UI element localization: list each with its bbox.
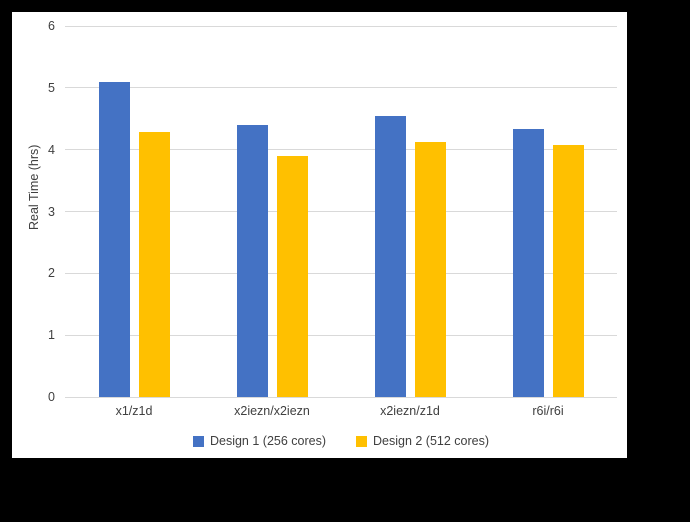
gridline (65, 272, 617, 274)
x-tick-label: x2iezn/x2iezn (234, 404, 310, 418)
x-tick-label: x1/z1d (115, 404, 153, 418)
x-tick-label: r6i/r6i (532, 404, 564, 418)
y-tick-label: 3 (48, 204, 55, 219)
x-tick-label: x2iezn/z1d (380, 404, 440, 418)
bar (414, 142, 446, 397)
legend-swatch-icon (192, 435, 204, 447)
legend-label: Design 1 (256 cores) (209, 434, 326, 448)
gridline (65, 25, 617, 27)
bar (276, 155, 308, 397)
bar (138, 132, 170, 397)
y-tick-label: 5 (48, 80, 55, 95)
bar (374, 115, 406, 397)
y-tick-label: 0 (48, 390, 55, 404)
plot-area (65, 25, 617, 398)
bar (98, 81, 130, 397)
gridline (65, 149, 617, 151)
gridline (65, 87, 617, 89)
legend: Design 1 (256 cores) Design 2 (512 cores) (65, 432, 617, 450)
bar (512, 129, 544, 397)
legend-item: Design 2 (512 cores) (356, 434, 489, 448)
gridline (65, 396, 617, 398)
legend-label: Design 2 (512 cores) (373, 434, 490, 448)
y-tick-label: 6 (48, 19, 55, 33)
y-tick-label: 1 (48, 328, 55, 343)
gridline (65, 334, 617, 336)
y-tick-label: 4 (48, 142, 55, 157)
y-tick-label: 2 (48, 266, 55, 281)
gridline (65, 211, 617, 212)
legend-swatch-icon (356, 435, 367, 447)
bar (236, 124, 268, 397)
bar (552, 144, 584, 397)
legend-item: Design 1 (256 cores) (192, 434, 326, 448)
